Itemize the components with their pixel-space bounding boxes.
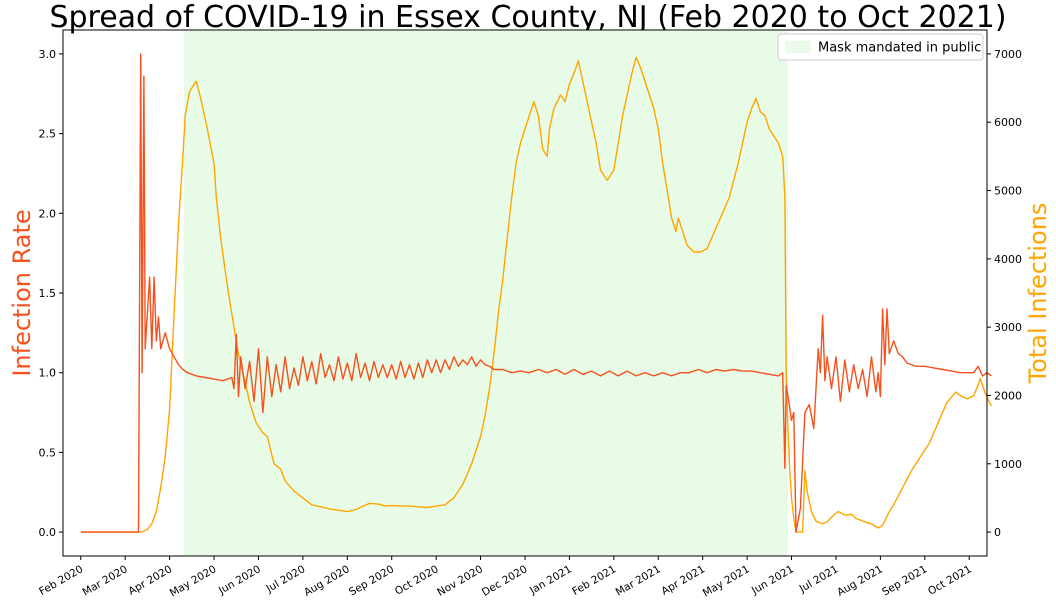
x-tick-label: Jul 2020 [264,563,308,595]
x-tick-label: Jul 2021 [797,563,841,595]
total-infections-line [80,56,992,533]
y-left-tick-label: 3.0 [39,48,57,61]
y-right-tick-label: 0 [994,526,1001,539]
x-tick-label: Apr 2020 [126,563,174,598]
y-right-tick-label: 1000 [994,458,1022,471]
y-right-tick-label: 2000 [994,389,1022,402]
legend: Mask mandated in public [777,33,984,61]
x-tick-label: Jun 2021 [749,563,796,597]
y-right-tick-label: 3000 [994,321,1022,334]
y-left-tick-label: 1.5 [39,287,57,300]
x-tick-label: Oct 2021 [926,563,974,598]
mask-mandate-region [183,30,788,556]
x-tick-label: Feb 2020 [37,563,85,598]
x-tick-label: Jan 2021 [527,563,574,597]
x-tick-label: May 2021 [701,563,752,598]
x-tick-label: Aug 2020 [302,563,352,598]
legend-label-mask: Mask mandated in public [818,41,981,56]
y-right-tick-label: 4000 [994,253,1022,266]
infection-rate-line [80,53,992,533]
x-tick-label: Sep 2021 [880,563,929,598]
y-left-tick-label: 2.0 [39,207,57,220]
y-left-tick-label: 1.0 [39,367,57,380]
x-tick-label: Sep 2020 [347,563,396,598]
x-tick-label: Oct 2020 [393,563,441,598]
x-tick-label: Feb 2021 [570,563,618,598]
y-left-axis-label: Infection Rate [8,209,36,376]
y-left-tick-label: 0.0 [39,526,57,539]
x-tick-label: May 2020 [168,563,219,598]
x-tick-label: Dec 2020 [480,563,530,598]
legend-box [777,33,984,61]
x-tick-label: Mar 2021 [614,563,663,598]
y-right-tick-label: 6000 [994,116,1022,129]
x-tick-label: Mar 2020 [80,563,129,598]
y-left-tick-label: 2.5 [39,128,57,141]
y-right-tick-label: 7000 [994,48,1022,61]
chart-title: Spread of COVID-19 in Essex County, NJ (… [49,0,1006,35]
x-tick-label: Apr 2021 [659,563,707,598]
x-tick-label: Jun 2020 [216,563,263,597]
x-tick-label: Nov 2020 [435,563,485,598]
x-tick-label: Aug 2021 [835,563,885,598]
y-right-tick-label: 5000 [994,185,1022,198]
y-right-axis-label: Total Infections [1024,203,1052,385]
y-left-tick-label: 0.5 [39,446,57,459]
legend-swatch-mask [785,41,811,53]
